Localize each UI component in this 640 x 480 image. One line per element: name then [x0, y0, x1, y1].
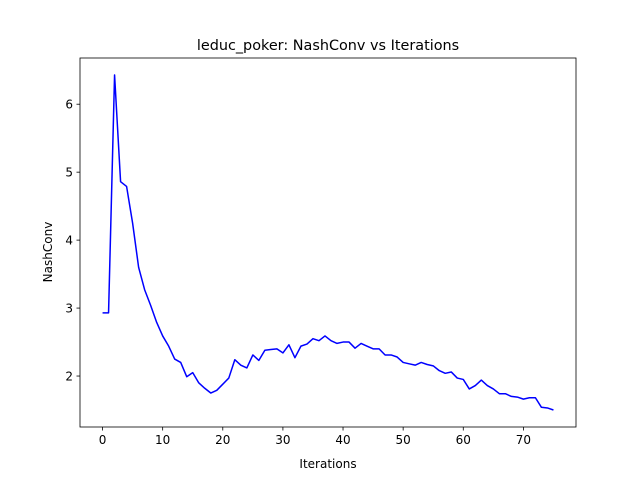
series-line-1: [102, 74, 554, 411]
y-tick-label: 3: [65, 301, 73, 315]
y-tick-label: 5: [65, 165, 73, 179]
chart-title: leduc_poker: NashConv vs Iterations: [197, 38, 459, 54]
plot-area: 0 10 20 30 40 50 60 70 2 3 4 5 6: [65, 57, 577, 447]
x-tick-label: 70: [516, 433, 531, 447]
y-tick-label: 4: [65, 233, 73, 247]
axes-frame: [79, 57, 577, 428]
x-tick-label: 50: [396, 433, 411, 447]
x-axis-label: Iterations: [299, 457, 356, 471]
x-tick-label: 40: [335, 433, 350, 447]
y-tick-label: 2: [65, 369, 73, 383]
x-tick-label: 20: [215, 433, 230, 447]
x-tick-label: 0: [99, 433, 107, 447]
y-axis-label: NashConv: [41, 222, 55, 283]
x-tick-label: 30: [275, 433, 290, 447]
x-tick-label: 60: [456, 433, 471, 447]
y-tick-label: 6: [65, 98, 73, 112]
x-tick-label: 10: [155, 433, 170, 447]
